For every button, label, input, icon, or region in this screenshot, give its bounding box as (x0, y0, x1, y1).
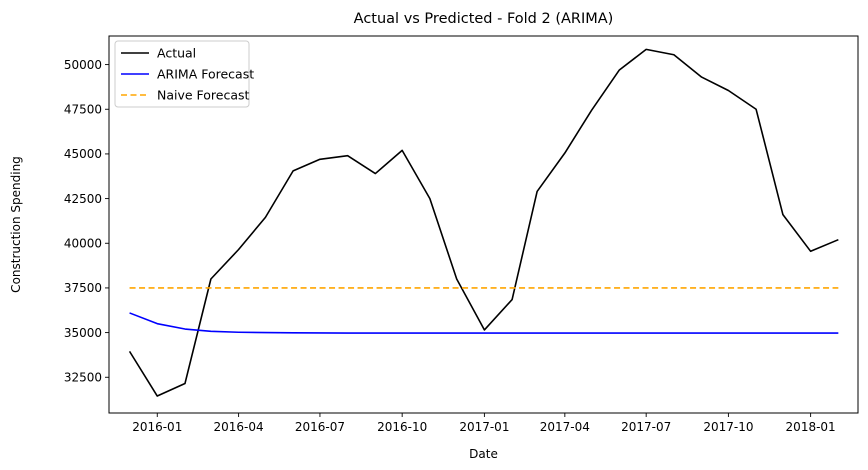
chart-title: Actual vs Predicted - Fold 2 (ARIMA) (354, 11, 614, 27)
x-tick-label: 2016-07 (295, 420, 345, 434)
legend-label-actual: Actual (157, 46, 196, 61)
y-tick-label: 37500 (64, 281, 102, 295)
legend-box (114, 40, 250, 108)
y-tick-label: 47500 (64, 103, 102, 117)
series-layer (128, 48, 839, 397)
y-tick-label: 32500 (64, 371, 102, 385)
y-tick-label: 50000 (64, 58, 102, 72)
series-line-actual (128, 48, 839, 397)
plot-frame (108, 35, 859, 414)
x-tick-label: 2016-10 (377, 420, 427, 434)
x-tick-label: 2017-04 (540, 420, 590, 434)
x-axis-title: Date (469, 447, 498, 461)
y-tick-label: 35000 (64, 326, 102, 340)
y-axis-title: Construction Spending (9, 156, 23, 293)
x-axis: 2016-01 2016-04 2016-07 2016-10 2017-01 2017-… (132, 413, 836, 434)
legend-label-arima-forecast: ARIMA Forecast (157, 67, 254, 82)
x-tick-label: 2018-01 (786, 420, 836, 434)
x-tick-label: 2017-10 (703, 420, 753, 434)
y-axis: 32500 35000 37500 40000 42500 45000 47500 50000 (64, 58, 109, 385)
series-line-arima-forecast (129, 312, 839, 334)
y-tick-label: 45000 (64, 147, 102, 161)
x-tick-label: 2017-01 (459, 420, 509, 434)
x-tick-label: 2017-07 (621, 420, 671, 434)
x-tick-label: 2016-01 (132, 420, 182, 434)
x-tick-label: 2016-04 (214, 420, 264, 434)
legend-label-naive-forecast: Naive Forecast (157, 88, 250, 103)
y-tick-label: 42500 (64, 192, 102, 206)
y-tick-label: 40000 (64, 237, 102, 251)
legend: Actual ARIMA Forecast Naive Forecast (114, 40, 254, 108)
